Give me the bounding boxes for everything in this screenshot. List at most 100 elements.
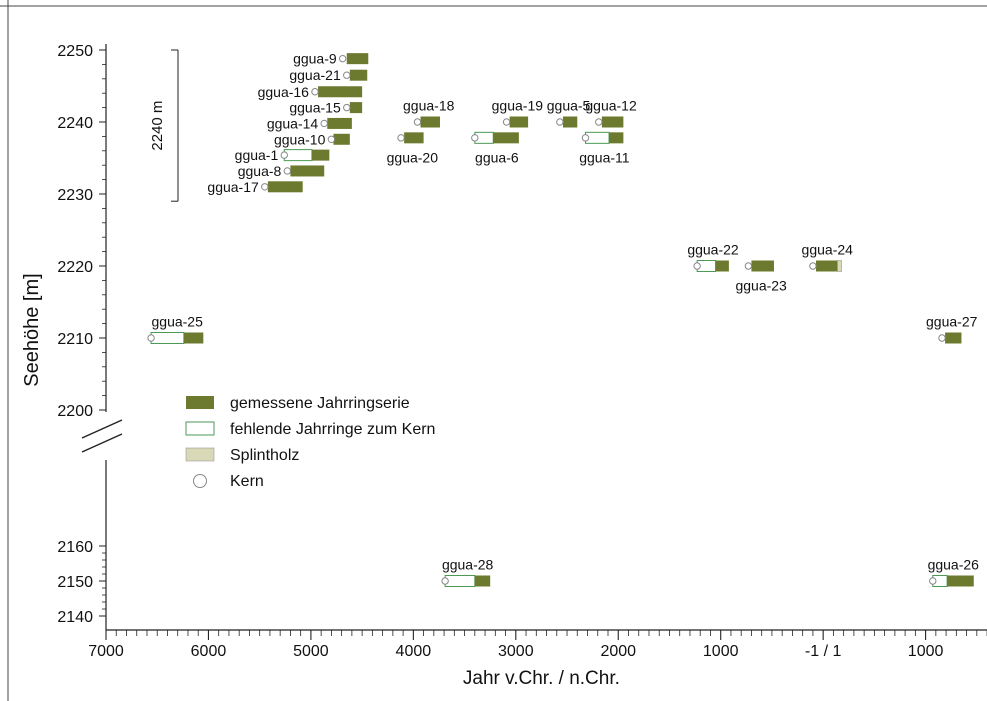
sample-ggua-1: ggua-1 — [235, 147, 330, 163]
measured-series-bar — [267, 181, 303, 193]
elevation-bracket: 2240 m — [149, 49, 179, 202]
sample-ggua-5: ggua-5 — [547, 98, 591, 128]
measured-series-bar — [349, 102, 363, 114]
sample-label: ggua-5 — [547, 98, 591, 114]
x-axis-label: Jahr v.Chr. / n.Chr. — [463, 668, 620, 689]
measured-series-bar — [420, 116, 440, 128]
sample-ggua-10: ggua-10 — [274, 131, 350, 147]
measured-series-bar — [349, 69, 368, 81]
measured-series-bar — [815, 260, 838, 272]
legend-label: gemessene Jahrringserie — [230, 395, 410, 412]
sample-ggua-27: ggua-27 — [926, 314, 978, 344]
y-tick-label: 2200 — [57, 403, 93, 420]
sample-ggua-20: ggua-20 — [387, 132, 438, 165]
sample-ggua-28: ggua-28 — [441, 557, 494, 587]
measured-series-bar — [947, 575, 974, 587]
x-tick-label: -1 / 1 — [805, 643, 842, 660]
pith-marker — [471, 134, 479, 142]
y-tick-label: 2140 — [57, 609, 93, 626]
legend: gemessene Jahrringserie fehlende Jahrring… — [185, 395, 435, 490]
pith-marker — [320, 119, 328, 128]
pith-marker — [693, 262, 701, 270]
sample-ggua-15: ggua-15 — [289, 100, 363, 116]
sample-label: ggua-1 — [235, 147, 279, 163]
missing-rings-bar — [150, 332, 185, 344]
pith-marker — [397, 134, 405, 142]
y-tick-label: 2250 — [57, 43, 93, 60]
measured-series-bar — [562, 116, 578, 128]
sample-ggua-26: ggua-26 — [928, 557, 979, 587]
sample-label: ggua-21 — [289, 67, 341, 83]
legend-item-sapwood: Splintholz — [185, 447, 299, 464]
pith-marker — [327, 135, 336, 143]
sample-label: ggua-24 — [802, 242, 854, 258]
pith-marker — [280, 151, 288, 159]
sample-label: ggua-27 — [926, 314, 978, 330]
sample-ggua-8: ggua-8 — [238, 163, 325, 179]
y-tick-label: 2210 — [57, 331, 93, 348]
y-tick-label: 2220 — [57, 259, 93, 276]
y-tick-label: 2160 — [57, 539, 93, 556]
sample-label: ggua-25 — [152, 314, 204, 330]
sample-ggua-23: ggua-23 — [735, 260, 787, 294]
pith-marker — [556, 118, 564, 126]
sample-ggua-21: ggua-21 — [289, 67, 368, 83]
sample-label: ggua-8 — [238, 163, 282, 179]
pith-marker — [311, 88, 319, 96]
sample-ggua-17: ggua-17 — [207, 179, 303, 195]
sample-label: ggua-12 — [585, 98, 637, 114]
pith-marker — [502, 118, 511, 126]
sample-label: ggua-6 — [475, 149, 519, 165]
legend-swatch-sapwood — [185, 447, 215, 462]
sample-label: ggua-15 — [289, 100, 341, 116]
legend-item-missing: fehlende Jahrringe zum Kern — [185, 421, 435, 438]
axis-break-mark — [81, 433, 123, 453]
measured-series-bar — [318, 86, 363, 98]
measured-series-bar — [609, 132, 624, 144]
legend-label: Kern — [230, 473, 264, 490]
pith-marker — [581, 134, 590, 142]
sample-ggua-18: ggua-18 — [403, 98, 455, 128]
legend-label: fehlende Jahrringe zum Kern — [230, 421, 435, 438]
legend-swatch-measured — [186, 396, 214, 409]
legend-label: Splintholz — [230, 447, 299, 464]
measured-series-bar — [509, 116, 529, 128]
sample-ggua-14: ggua-14 — [267, 115, 352, 131]
measured-series-bar — [715, 260, 729, 272]
x-tick-label: 6000 — [191, 643, 227, 660]
x-tick-label: 3000 — [498, 643, 534, 660]
sample-label: ggua-19 — [492, 98, 544, 114]
measured-series-bar — [327, 117, 352, 129]
y-tick-label: 2150 — [57, 574, 93, 591]
sample-label: ggua-28 — [442, 557, 494, 573]
sample-label: ggua-16 — [258, 84, 310, 100]
measured-series-bar — [333, 133, 350, 145]
measured-series-bar — [601, 116, 624, 128]
sample-ggua-16: ggua-16 — [258, 84, 363, 100]
sample-label: ggua-14 — [267, 115, 319, 131]
measured-series-bar — [474, 575, 491, 587]
sample-label: ggua-17 — [207, 179, 259, 195]
pith-marker — [441, 577, 449, 585]
sample-ggua-25: ggua-25 — [147, 314, 204, 344]
sample-label: ggua-23 — [735, 278, 787, 294]
measured-series-bar — [346, 53, 369, 65]
y-tick-label: 2230 — [57, 187, 93, 204]
measured-series-bar — [751, 260, 774, 272]
sample-label: ggua-18 — [403, 98, 455, 114]
sapwood-bar — [837, 260, 842, 272]
measured-series-bar — [493, 132, 519, 144]
sample-bars: ggua-9ggua-21ggua-16ggua-15ggua-14ggua-1… — [147, 51, 979, 587]
sample-ggua-11: ggua-11 — [579, 131, 630, 165]
y-tick-label: 2240 — [57, 115, 93, 132]
pith-marker — [338, 54, 347, 63]
x-tick-label: 4000 — [396, 643, 432, 660]
pith-marker — [343, 71, 351, 79]
bracket-label: 2240 m — [149, 101, 166, 151]
pith-marker — [283, 167, 292, 175]
measured-series-bar — [404, 132, 424, 144]
sample-label: ggua-11 — [579, 149, 630, 165]
legend-swatch-missing — [185, 421, 215, 436]
